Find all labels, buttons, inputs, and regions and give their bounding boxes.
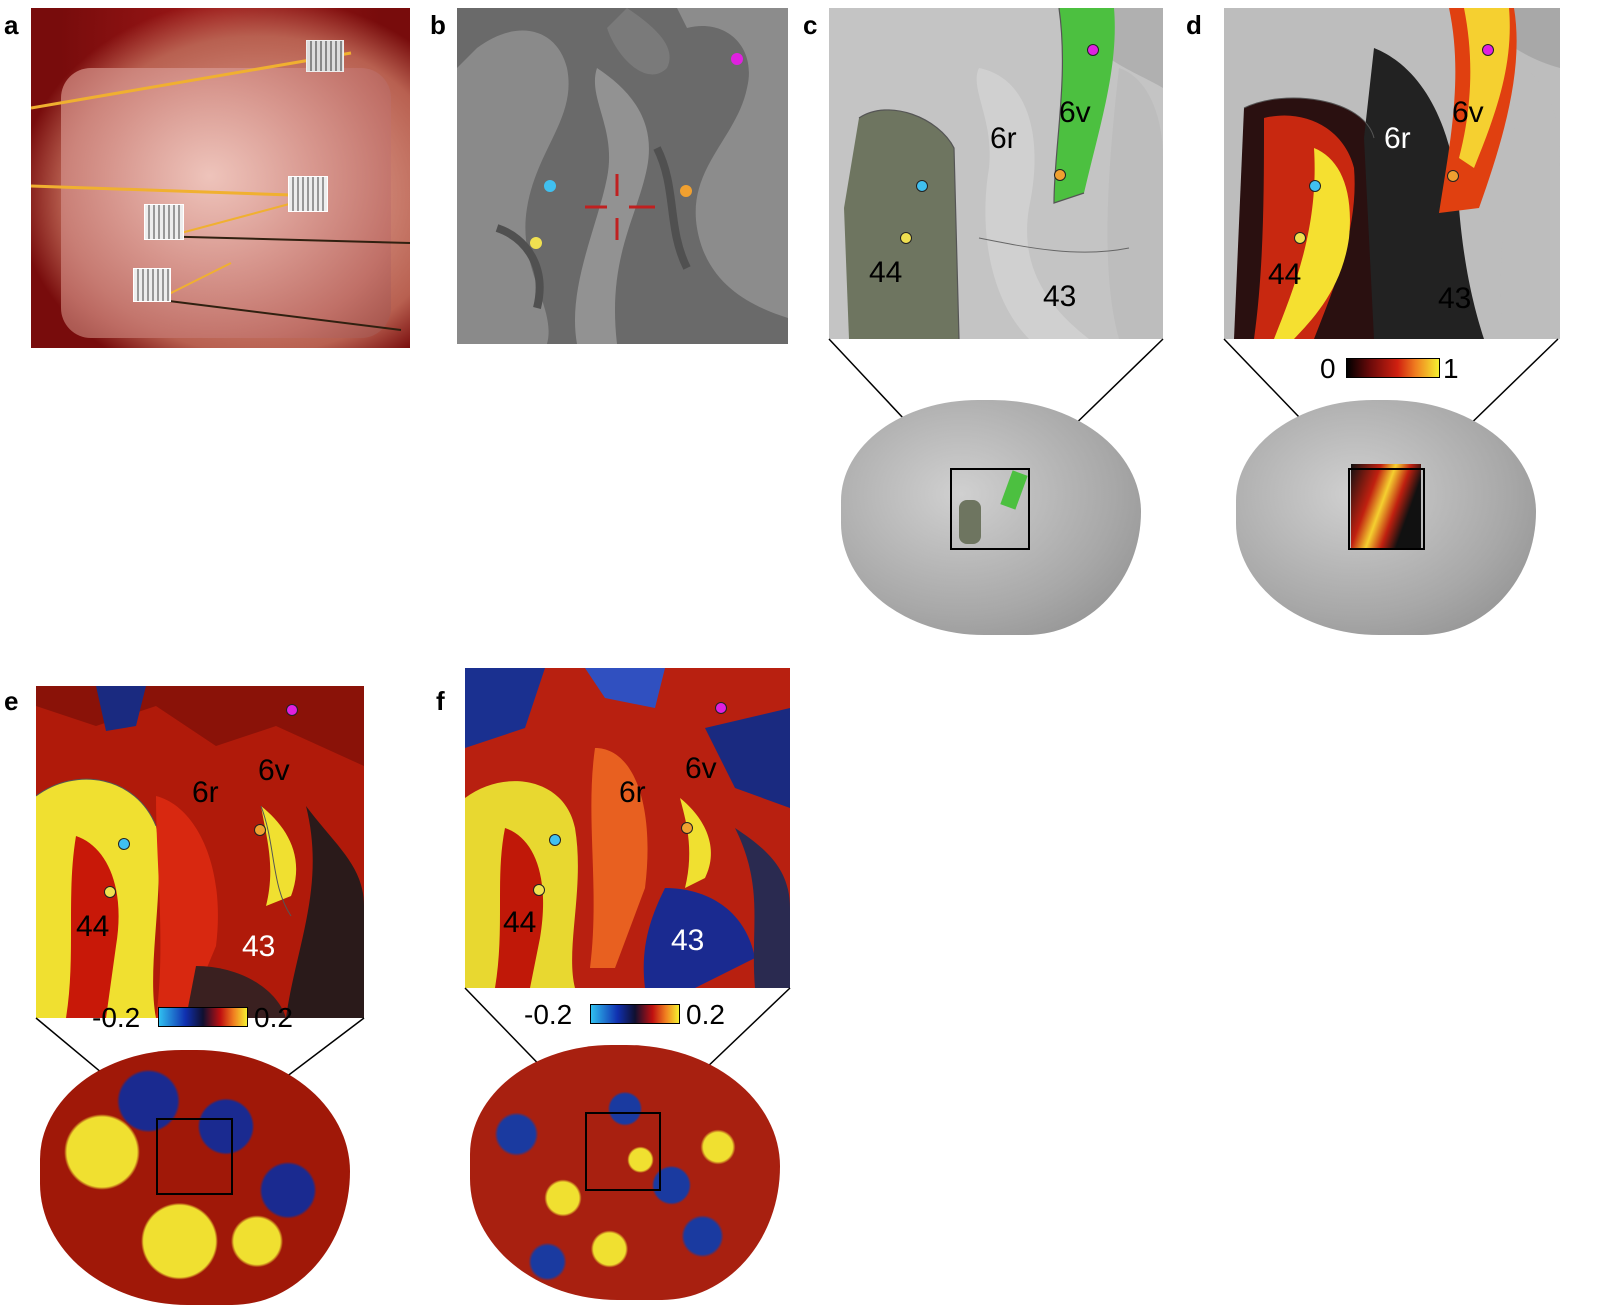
panel-letter-f: f <box>436 686 445 716</box>
colorbar-f <box>590 1004 680 1024</box>
label-6r: 6r <box>1384 122 1411 155</box>
label-43: 43 <box>1043 280 1077 313</box>
marker-orange <box>1054 169 1066 181</box>
panel-letter-a: a <box>4 10 19 40</box>
label-6v: 6v <box>1059 96 1091 129</box>
marker-magenta <box>715 702 727 714</box>
panel-letter-d: d <box>1186 10 1202 40</box>
marker-cyan <box>544 180 556 192</box>
whole-brain-e <box>40 1050 350 1305</box>
zoom-box-d <box>1348 468 1425 550</box>
marker-magenta <box>731 53 743 65</box>
colorbar-e <box>158 1007 248 1027</box>
panel-letter-e: e <box>4 686 19 716</box>
heatmap-d <box>1224 8 1560 339</box>
label-6r: 6r <box>990 122 1017 155</box>
brain-heat-highlight <box>1351 464 1421 548</box>
label-6v: 6v <box>1452 96 1484 129</box>
marker-orange <box>680 185 692 197</box>
colorbar-min-d: 0 <box>1320 353 1336 384</box>
correlation-map-e <box>36 686 364 1018</box>
marker-yellow <box>900 232 912 244</box>
colorbar-min-f: -0.2 <box>524 999 573 1030</box>
marker-cyan <box>549 834 561 846</box>
parcellation-areas <box>829 8 1163 339</box>
marker-yellow <box>1294 232 1306 244</box>
marker-yellow <box>533 884 545 896</box>
surgical-photo <box>31 8 410 348</box>
whole-brain-f <box>470 1045 780 1300</box>
whole-brain-c <box>841 400 1141 635</box>
gyri-pattern <box>457 8 788 344</box>
marker-yellow <box>104 886 116 898</box>
marker-cyan <box>916 180 928 192</box>
brain-surface <box>61 68 391 338</box>
label-6r: 6r <box>619 776 646 809</box>
marker-cyan <box>118 838 130 850</box>
label-44: 44 <box>76 910 110 943</box>
label-44: 44 <box>503 906 537 939</box>
marker-orange <box>254 824 266 836</box>
colorbar-max-f: 0.2 <box>686 999 725 1030</box>
zoom-box-e <box>156 1118 233 1195</box>
marker-orange <box>681 822 693 834</box>
label-6v: 6v <box>685 752 717 785</box>
electrode-grid-4 <box>133 268 171 302</box>
zoom-box-c <box>950 468 1030 550</box>
label-43: 43 <box>242 930 276 963</box>
label-44: 44 <box>1268 258 1302 291</box>
correlation-zoom-e: 6r 6v 44 43 <box>36 686 364 1018</box>
marker-magenta <box>286 704 298 716</box>
correlation-map-f <box>465 668 790 988</box>
electrode-grid-3 <box>144 204 184 240</box>
mri-surface <box>457 8 788 344</box>
label-44: 44 <box>869 256 903 289</box>
heatmap-zoom-d: 6r 6v 44 43 <box>1224 8 1560 339</box>
electrode-leads <box>31 51 410 331</box>
correlation-zoom-f: 6r 6v 44 43 <box>465 668 790 988</box>
panel-letter-c: c <box>803 10 818 40</box>
marker-magenta <box>1482 44 1494 56</box>
colorbar-max-d: 1 <box>1443 353 1459 384</box>
zoom-box-f <box>585 1112 661 1191</box>
marker-yellow <box>530 237 542 249</box>
marker-cyan <box>1309 180 1321 192</box>
label-6r: 6r <box>192 776 219 809</box>
parcellation-zoom: 6r 6v 44 43 <box>829 8 1163 339</box>
marker-orange <box>1447 170 1459 182</box>
electrode-grid-2 <box>288 176 328 212</box>
label-43: 43 <box>671 924 705 957</box>
brain-highlight-olive <box>959 500 981 544</box>
label-43: 43 <box>1438 282 1472 315</box>
colorbar-min-e: -0.2 <box>92 1002 141 1033</box>
colorbar-d <box>1346 358 1440 378</box>
marker-magenta <box>1087 44 1099 56</box>
panel-letter-b: b <box>430 10 446 40</box>
electrode-grid-1 <box>306 40 344 72</box>
colorbar-max-e: 0.2 <box>254 1002 293 1033</box>
whole-brain-d <box>1236 400 1536 635</box>
label-6v: 6v <box>258 754 290 787</box>
